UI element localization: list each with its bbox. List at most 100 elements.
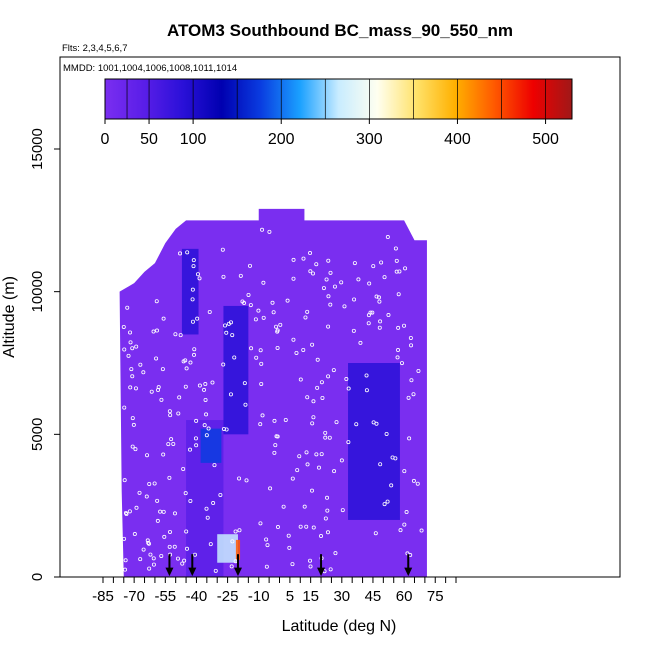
- sample-point: [324, 277, 329, 282]
- sample-point: [378, 462, 383, 467]
- sample-point: [326, 324, 331, 329]
- sample-point: [308, 251, 313, 256]
- sample-point: [178, 251, 183, 256]
- sample-point: [188, 360, 193, 365]
- sample-point: [195, 316, 200, 321]
- sample-point: [130, 416, 135, 421]
- sample-point: [127, 509, 132, 514]
- sample-point: [203, 382, 208, 387]
- sample-point: [272, 418, 277, 423]
- sample-point: [394, 269, 399, 274]
- sample-point: [144, 494, 149, 499]
- sample-point: [342, 304, 347, 309]
- sample-point: [326, 258, 331, 263]
- sample-point: [248, 303, 253, 308]
- sample-point: [190, 297, 195, 302]
- sample-point: [161, 509, 166, 514]
- arrow-head: [188, 567, 197, 577]
- sample-point: [397, 269, 402, 274]
- sample-point: [316, 465, 321, 470]
- sample-point: [379, 260, 384, 265]
- sample-point: [364, 373, 369, 378]
- sample-point: [242, 381, 247, 386]
- sample-point: [128, 340, 133, 345]
- sample-point: [167, 409, 172, 414]
- sample-point: [309, 488, 314, 493]
- sample-point: [204, 412, 209, 417]
- x-tick-label: 60: [396, 588, 413, 605]
- sample-point: [167, 544, 172, 549]
- sample-point: [278, 322, 283, 327]
- y-tick-label: 10000: [29, 271, 46, 313]
- sample-point: [378, 319, 383, 324]
- sample-point: [351, 328, 356, 333]
- sample-point: [327, 435, 332, 440]
- sample-point: [218, 492, 223, 497]
- sample-point: [334, 420, 339, 425]
- sample-point: [275, 328, 280, 333]
- sample-point: [154, 299, 159, 304]
- sample-point: [258, 521, 263, 526]
- sample-point: [121, 324, 126, 329]
- sample-point: [385, 499, 390, 504]
- y-axis: 0 5000 10000 15000: [29, 57, 61, 581]
- colorbar-tick-label: 200: [268, 131, 295, 148]
- sample-point: [295, 468, 300, 473]
- sample-point: [258, 422, 263, 427]
- sample-point: [298, 377, 303, 382]
- x-axis-label: Latitude (deg N): [282, 618, 397, 635]
- sample-point: [367, 281, 372, 286]
- heatmap-cell: [181, 248, 199, 335]
- sample-point: [224, 330, 229, 335]
- sample-point: [366, 321, 371, 326]
- sample-point: [145, 538, 150, 543]
- flight-leg-arrows: [165, 554, 413, 577]
- sample-point: [191, 264, 196, 269]
- sample-point: [166, 442, 171, 447]
- sample-point: [172, 511, 177, 516]
- sample-point: [323, 435, 328, 440]
- chart-title: ATOM3 Southbound BC_mass_90_550_nm: [167, 21, 513, 40]
- sample-point: [203, 397, 208, 402]
- sample-point: [314, 262, 319, 267]
- sample-point: [409, 343, 414, 348]
- sample-point: [275, 525, 280, 530]
- sample-point: [291, 337, 296, 342]
- y-axis-label: Altitude (m): [1, 276, 18, 358]
- sample-point: [160, 367, 165, 372]
- y-tick-label: 0: [29, 573, 46, 581]
- sample-point: [268, 486, 273, 491]
- sample-point: [304, 524, 309, 529]
- sample-point: [172, 544, 177, 549]
- measurement-points: [121, 227, 424, 574]
- sample-point: [310, 271, 315, 276]
- sample-point: [128, 385, 133, 390]
- sample-point: [373, 531, 378, 536]
- sample-point: [382, 275, 387, 280]
- sample-point: [398, 528, 403, 533]
- sample-point: [344, 377, 349, 382]
- sample-point: [301, 256, 306, 261]
- sample-point: [264, 537, 269, 542]
- sample-point: [305, 309, 310, 314]
- sample-point: [370, 310, 375, 315]
- sample-point: [175, 556, 180, 561]
- sample-point: [221, 362, 226, 367]
- sample-point: [162, 534, 167, 539]
- sample-point: [180, 561, 185, 566]
- sample-point: [204, 506, 209, 511]
- colorbar-gradient: [104, 78, 573, 120]
- sample-point: [308, 269, 313, 274]
- sample-point: [326, 374, 331, 379]
- sample-point: [311, 399, 316, 404]
- arrow-head: [233, 567, 242, 577]
- sample-point: [147, 566, 152, 571]
- sample-point: [291, 276, 296, 281]
- sample-point: [124, 512, 129, 517]
- sample-point: [406, 395, 411, 400]
- sample-point: [302, 504, 307, 509]
- sample-point: [232, 355, 237, 360]
- sample-point: [208, 542, 213, 547]
- sample-point: [326, 294, 331, 299]
